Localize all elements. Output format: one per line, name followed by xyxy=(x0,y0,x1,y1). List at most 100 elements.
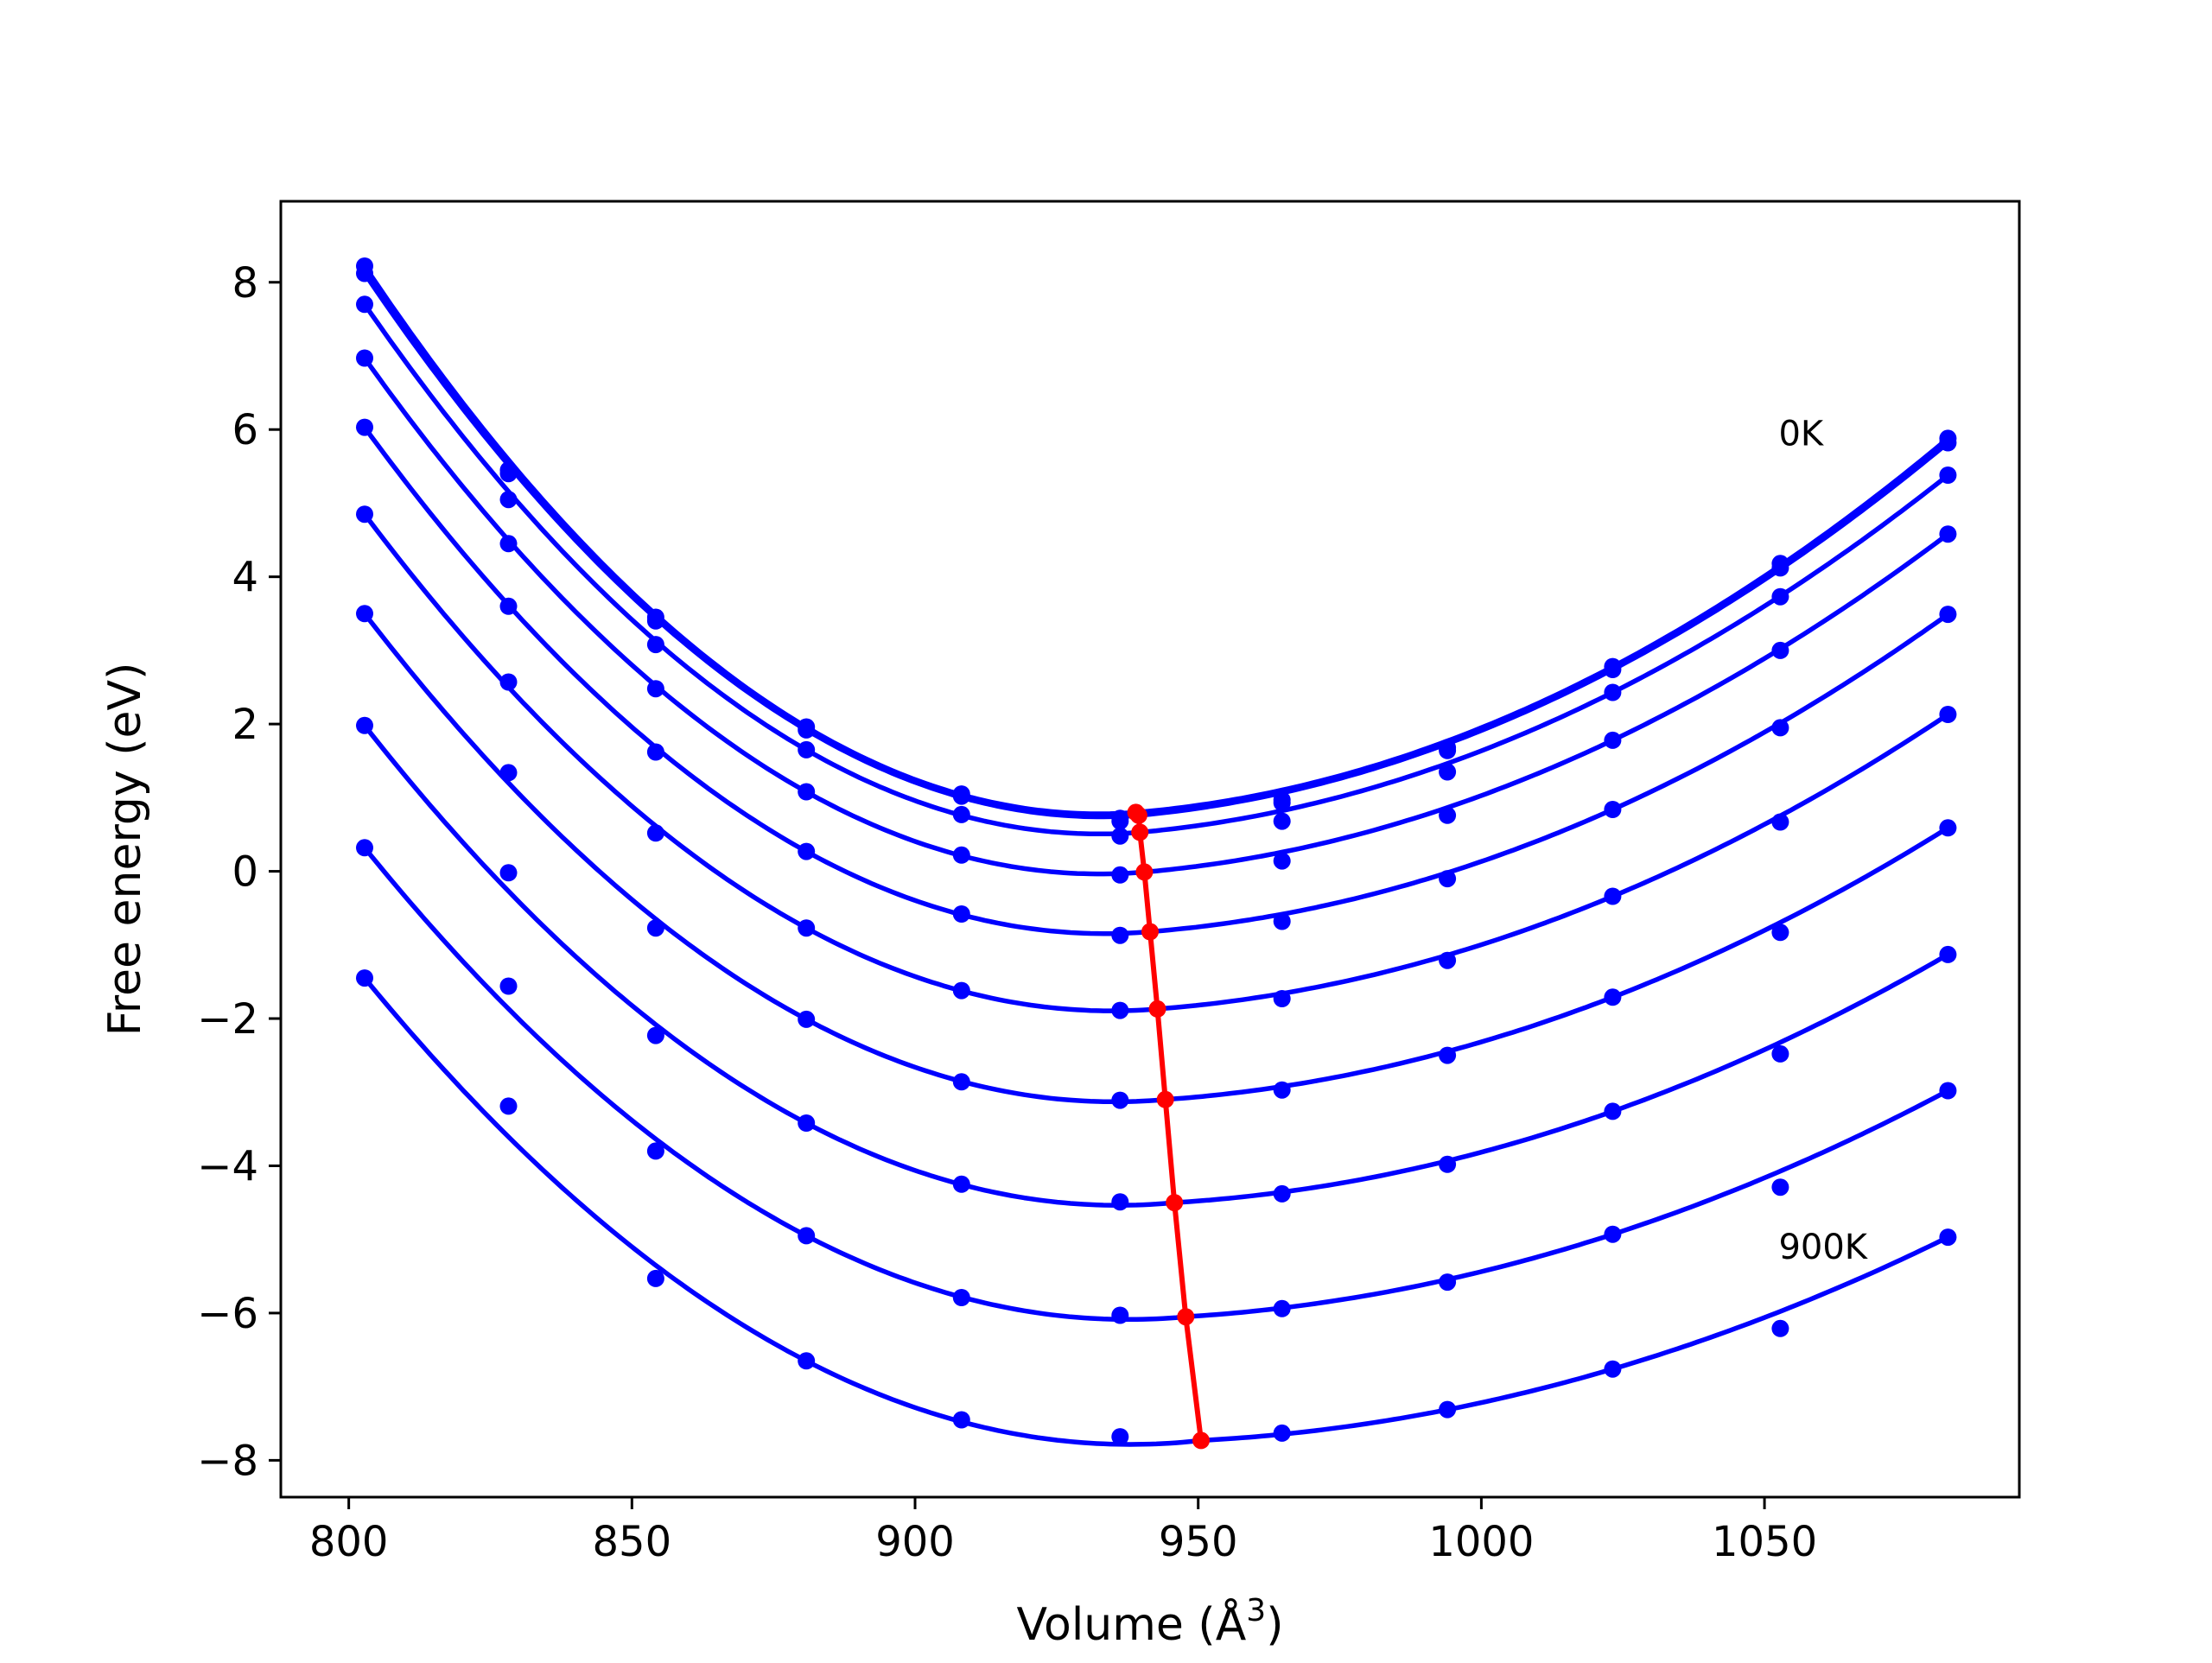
x-tick-label-1: 850 xyxy=(593,1518,672,1566)
series-7-point-10 xyxy=(1939,945,1957,963)
series-1-point-5 xyxy=(1111,812,1129,830)
series-1-point-9 xyxy=(1771,559,1789,577)
series-8-point-8 xyxy=(1604,1225,1622,1243)
x-tick-label-4: 1000 xyxy=(1428,1518,1534,1566)
series-2-point-1 xyxy=(499,491,518,509)
series-8-point-7 xyxy=(1439,1273,1457,1292)
series-8-point-10 xyxy=(1939,1082,1957,1100)
minima-point-7 xyxy=(1166,1194,1184,1212)
series-7-point-1 xyxy=(499,864,518,882)
series-4-point-8 xyxy=(1604,801,1622,818)
series-7-point-3 xyxy=(798,1114,816,1132)
series-4-point-7 xyxy=(1439,870,1457,888)
plot-frame xyxy=(279,200,2021,1499)
series-2-point-10 xyxy=(1939,467,1957,484)
x-axis-label-main: Volume (Å xyxy=(1017,1597,1247,1651)
series-9-fit-line xyxy=(362,975,1951,1447)
x-axis-label-close: ) xyxy=(1266,1599,1283,1651)
series-7-point-6 xyxy=(1273,1184,1291,1203)
annotation-0: 0K xyxy=(1778,414,1824,454)
x-axis-title: Volume (Å3) xyxy=(1017,1593,1284,1651)
series-2-point-0 xyxy=(356,295,373,314)
y-tick-label-4: 0 xyxy=(232,848,258,897)
series-8-fit-line xyxy=(362,845,1951,1323)
series-2-point-7 xyxy=(1439,763,1457,781)
annotations: 0K 900K xyxy=(1778,414,1868,1267)
series-9-point-9 xyxy=(1771,1319,1789,1337)
series-1-point-7 xyxy=(1439,741,1457,759)
series-5-point-7 xyxy=(1439,951,1457,969)
series-2-point-5 xyxy=(1111,827,1129,845)
series-7-point-7 xyxy=(1439,1155,1457,1173)
series-1-point-1 xyxy=(499,465,518,483)
series-1-point-6 xyxy=(1273,794,1291,812)
y-tick-label-5: 2 xyxy=(232,701,258,749)
y-axis-title: Free energy (eV) xyxy=(99,663,151,1037)
minima-point-2 xyxy=(1131,823,1149,841)
series-4-point-0 xyxy=(356,418,373,436)
series-3-point-0 xyxy=(356,349,373,367)
series-1-point-3 xyxy=(798,720,816,739)
series-6-point-0 xyxy=(356,605,373,623)
series-1-point-10 xyxy=(1939,434,1957,452)
series-3-point-3 xyxy=(798,783,816,801)
series-6-point-2 xyxy=(646,919,664,937)
series-2-fit-line xyxy=(362,301,1951,837)
series-7-point-5 xyxy=(1111,1193,1129,1211)
series-6-point-5 xyxy=(1111,1091,1129,1109)
x-axis-label-superscript: 3 xyxy=(1246,1593,1266,1628)
series-3-point-10 xyxy=(1939,525,1957,543)
series-2-point-3 xyxy=(798,740,816,759)
series-4-point-1 xyxy=(499,597,518,615)
x-tick-label-3: 950 xyxy=(1159,1518,1238,1566)
series-8-point-6 xyxy=(1273,1299,1291,1317)
series-5-point-3 xyxy=(798,919,816,937)
series-4-point-5 xyxy=(1111,926,1129,944)
y-tick-label-2: −4 xyxy=(197,1142,258,1190)
x-tick-label-2: 900 xyxy=(875,1518,955,1566)
minima-point-4 xyxy=(1141,923,1159,941)
series-6-point-1 xyxy=(499,764,518,782)
series-9-point-4 xyxy=(952,1411,970,1429)
series-6-point-6 xyxy=(1273,1081,1291,1099)
series-2-point-6 xyxy=(1273,812,1291,830)
series-5-point-4 xyxy=(952,981,970,1000)
x-axis: 800 850 900 950 1000 1050 xyxy=(309,1497,1817,1566)
series-2-point-2 xyxy=(646,636,664,654)
series-6-point-9 xyxy=(1771,924,1789,942)
series-1-point-0 xyxy=(356,264,373,282)
series-7-point-8 xyxy=(1604,1102,1622,1120)
series-1-point-2 xyxy=(646,612,664,630)
y-tick-label-6: 4 xyxy=(232,554,258,602)
minima-point-5 xyxy=(1148,1000,1166,1018)
series-3-point-4 xyxy=(952,846,970,864)
series-0-fit-line xyxy=(362,263,1951,816)
series-5-point-9 xyxy=(1771,813,1789,831)
minima-point-8 xyxy=(1177,1308,1195,1326)
series-5-point-6 xyxy=(1273,990,1291,1007)
annotation-1: 900K xyxy=(1778,1228,1868,1267)
series-9-point-10 xyxy=(1939,1228,1957,1247)
y-tick-label-8: 8 xyxy=(232,259,258,308)
series-5-point-5 xyxy=(1111,1001,1129,1019)
minima-point-9 xyxy=(1192,1431,1210,1450)
series-3-point-9 xyxy=(1771,641,1789,659)
series-8-point-4 xyxy=(952,1289,970,1306)
series-6-point-8 xyxy=(1604,988,1622,1006)
series-1-point-8 xyxy=(1604,661,1622,678)
series-6-point-10 xyxy=(1939,819,1957,837)
x-tick-label-5: 1050 xyxy=(1712,1518,1817,1566)
series-9-point-0 xyxy=(356,969,373,987)
series-7-point-4 xyxy=(952,1175,970,1193)
series-8-point-9 xyxy=(1771,1178,1789,1196)
series-5-point-2 xyxy=(646,824,664,842)
series-8-point-1 xyxy=(499,977,518,995)
series-3-point-7 xyxy=(1439,806,1457,824)
series-3-point-1 xyxy=(499,535,518,553)
series-7-fit-line xyxy=(362,723,1951,1208)
y-tick-label-7: 6 xyxy=(232,406,258,454)
series-2-point-8 xyxy=(1604,683,1622,701)
series-7-point-9 xyxy=(1771,1044,1789,1063)
